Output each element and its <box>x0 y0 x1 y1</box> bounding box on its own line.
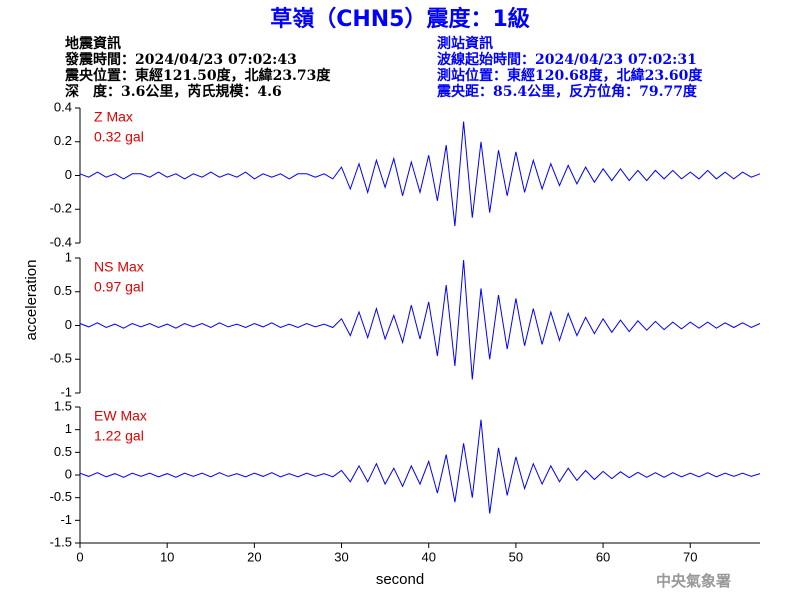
y-tick-label: 0.5 <box>54 444 72 459</box>
x-tick-label: 70 <box>683 549 697 564</box>
info-left: 發震時間：2024/04/23 07:02:43 <box>64 51 297 68</box>
annotation: NS Max <box>94 259 144 275</box>
x-tick-label: 0 <box>76 549 83 564</box>
y-tick-label: 0 <box>65 466 72 481</box>
y-tick-label: 1 <box>65 249 72 264</box>
y-tick-label: 0.5 <box>54 283 72 298</box>
x-tick-label: 40 <box>421 549 435 564</box>
y-tick-label: -1 <box>60 384 72 399</box>
footer: 中央氣象署 <box>656 572 731 590</box>
annotation: 0.97 gal <box>94 279 144 295</box>
y-tick-label: 1.5 <box>54 398 72 413</box>
x-tick-label: 50 <box>509 549 523 564</box>
annotation: Z Max <box>94 109 133 125</box>
info-right: 測站位置：東經120.68度，北緯23.60度 <box>437 67 703 84</box>
annotation: EW Max <box>94 408 147 424</box>
x-tick-label: 30 <box>334 549 348 564</box>
y-tick-label: -0.4 <box>50 234 72 249</box>
y-tick-label: 0 <box>65 317 72 332</box>
y-tick-label: -0.5 <box>50 351 72 366</box>
info-right: 震央距：85.4公里，反方位角：79.77度 <box>436 83 698 100</box>
info-right: 波線起始時間：2024/04/23 07:02:31 <box>437 51 697 68</box>
y-tick-label: -1.5 <box>50 534 72 549</box>
y-tick-label: -0.5 <box>50 489 72 504</box>
x-tick-label: 10 <box>160 549 174 564</box>
y-tick-label: -0.2 <box>50 201 72 216</box>
annotation: 1.22 gal <box>94 428 144 444</box>
info-right: 測站資訊 <box>437 35 493 52</box>
y-axis-label: acceleration <box>23 260 40 341</box>
x-axis-label: second <box>376 571 424 588</box>
waveform <box>79 419 761 514</box>
y-tick-label: 1 <box>65 421 72 436</box>
y-tick-label: 0.2 <box>54 133 72 148</box>
info-left: 深 度：3.6公里，芮氏規模：4.6 <box>65 83 282 100</box>
y-tick-label: 0 <box>65 167 72 182</box>
x-tick-label: 60 <box>596 549 610 564</box>
info-left: 地震資訊 <box>65 35 121 52</box>
y-tick-label: -1 <box>60 512 72 527</box>
title: 草嶺（CHN5）震度：1級 <box>270 6 530 32</box>
waveform <box>79 121 761 227</box>
waveform <box>79 259 761 380</box>
y-tick-label: 0.4 <box>54 99 72 114</box>
x-tick-label: 20 <box>247 549 261 564</box>
annotation: 0.32 gal <box>94 129 144 145</box>
info-left: 震央位置：東經121.50度，北緯23.73度 <box>64 67 331 84</box>
